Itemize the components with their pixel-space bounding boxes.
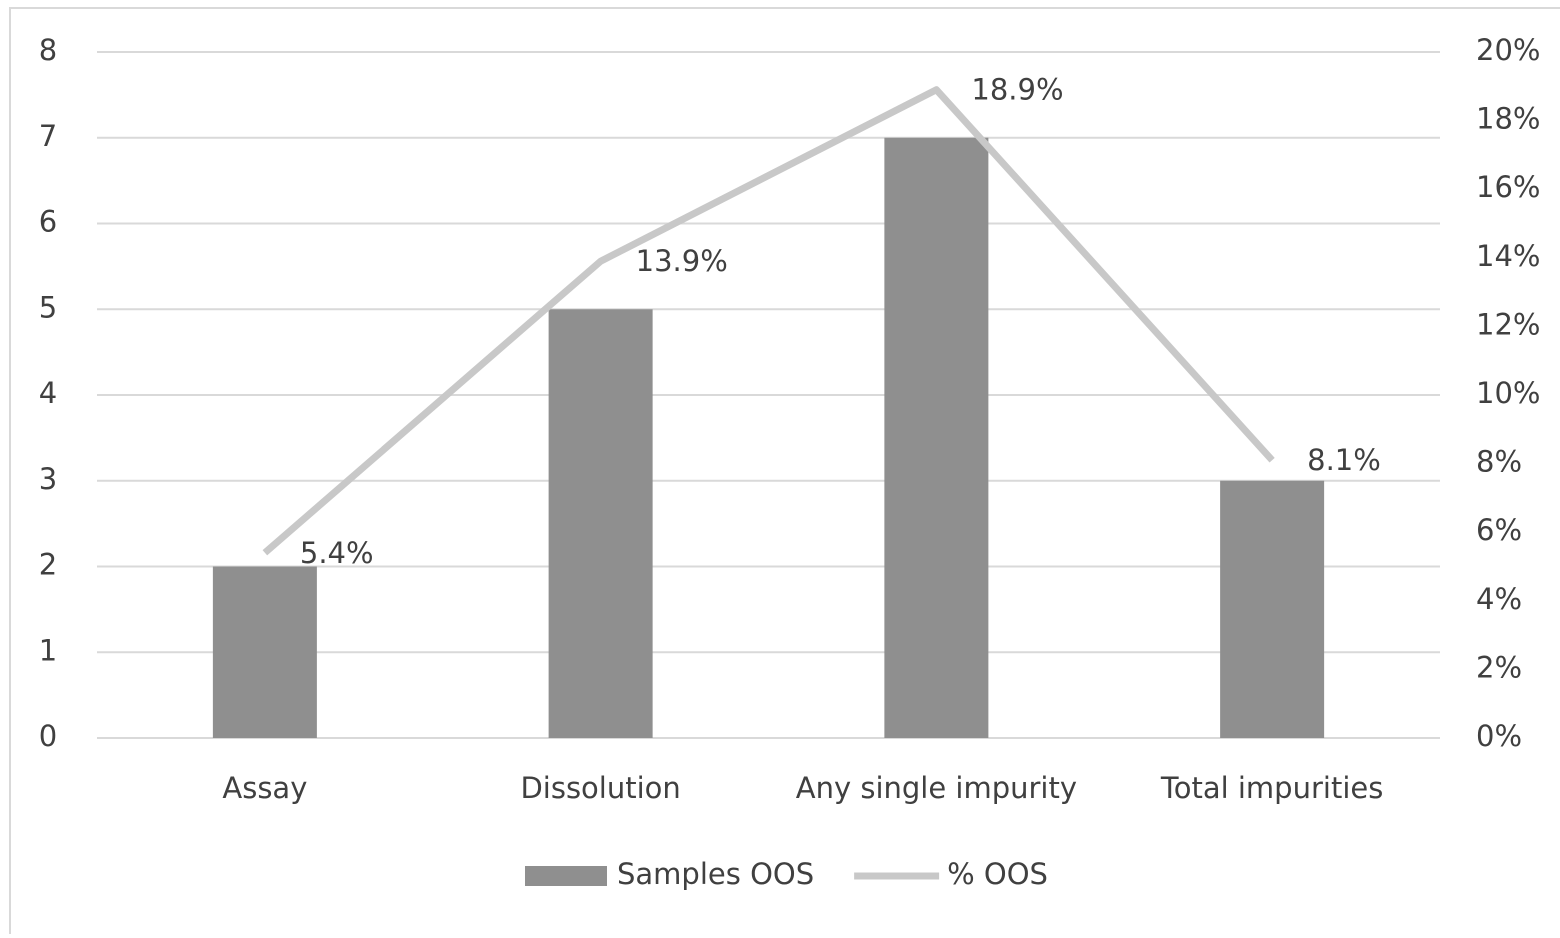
legend-label: Samples OOS	[617, 857, 814, 891]
y2-tick-label: 4%	[1476, 582, 1522, 616]
line	[262, 86, 1275, 556]
y2-tick-label: 14%	[1476, 239, 1540, 273]
y-tick-label: 8	[39, 33, 57, 67]
y2-tick-label: 18%	[1476, 102, 1540, 136]
data-label: 13.9%	[636, 244, 728, 278]
bar	[884, 137, 989, 738]
y2-tick-label: 20%	[1476, 33, 1540, 67]
x-tick-label: Total impurities	[1160, 771, 1383, 805]
x-tick-label: Assay	[222, 771, 307, 805]
y2-tick-label: 12%	[1476, 307, 1540, 341]
y-tick-label: 3	[39, 462, 57, 496]
y-tick-label: 0	[39, 719, 57, 753]
chart-frame	[9, 7, 1560, 938]
bar	[548, 309, 653, 738]
bar	[1220, 480, 1325, 738]
y-tick-label: 4	[39, 376, 57, 410]
y-tick-label: 5	[39, 290, 57, 324]
y-tick-label: 7	[39, 119, 57, 153]
bar	[212, 566, 317, 738]
x-tick-label: Dissolution	[520, 771, 680, 805]
data-label: 8.1%	[1307, 443, 1381, 477]
x-tick-label: Any single impurity	[796, 771, 1077, 805]
y2-tick-label: 0%	[1476, 719, 1522, 753]
y2-tick-label: 16%	[1476, 170, 1540, 204]
y2-tick-label: 8%	[1476, 445, 1522, 479]
data-label: 5.4%	[300, 536, 374, 570]
data-label: 18.9%	[971, 73, 1063, 107]
y2-tick-label: 6%	[1476, 513, 1522, 547]
y2-tick-label: 10%	[1476, 376, 1540, 410]
y-tick-label: 1	[39, 633, 57, 667]
legend-label: % OOS	[947, 857, 1048, 891]
y2-tick-label: 2%	[1476, 650, 1522, 684]
legend-swatch	[525, 866, 607, 886]
y-tick-label: 2	[39, 548, 57, 582]
y-tick-label: 6	[39, 205, 57, 239]
